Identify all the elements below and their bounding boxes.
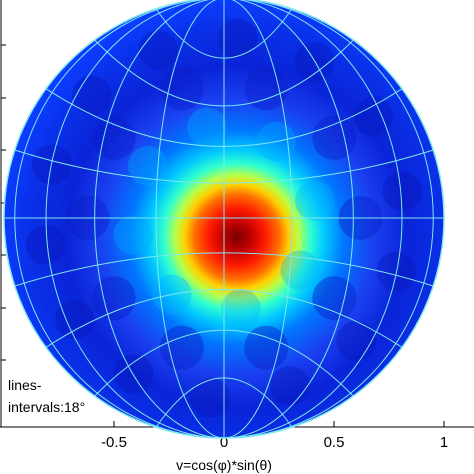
intensity-blob bbox=[221, 289, 261, 329]
annotation-line-2: intervals:18° bbox=[8, 399, 85, 415]
intensity-blob bbox=[382, 171, 423, 212]
parallel-line bbox=[45, 88, 403, 147]
parallel-line bbox=[155, 8, 293, 59]
intensity-blob bbox=[127, 146, 168, 186]
x-tick-label: 0.5 bbox=[324, 434, 345, 451]
intensity-blob bbox=[295, 181, 335, 221]
intensity-blob bbox=[269, 366, 310, 406]
grid-lines bbox=[4, 0, 444, 438]
intensity-blob bbox=[55, 299, 95, 340]
x-tick-label: 0 bbox=[220, 434, 228, 451]
parallel-line bbox=[45, 289, 403, 348]
parallel-line bbox=[14, 252, 434, 287]
intensity-blob bbox=[217, 18, 258, 58]
intensity-blob bbox=[159, 66, 204, 111]
disk-outline bbox=[3, 0, 445, 439]
x-tick-label: 1 bbox=[440, 434, 448, 451]
intensity-blob bbox=[91, 276, 136, 321]
y-ticks bbox=[1, 44, 6, 361]
intensity-blob bbox=[187, 107, 227, 147]
intensity-blob bbox=[72, 75, 112, 115]
intensity-blob bbox=[294, 42, 335, 82]
parallel-line bbox=[94, 329, 354, 397]
parallel-line bbox=[14, 149, 434, 184]
intensity-blob bbox=[190, 378, 231, 418]
intensity-blob bbox=[113, 215, 153, 255]
annotation-line-1: lines- bbox=[8, 377, 42, 393]
intensity-blob bbox=[244, 325, 289, 370]
intensity-blob bbox=[280, 250, 321, 290]
intensity-blob bbox=[91, 115, 136, 160]
x-axis-label: v=cos(φ)*sin(θ) bbox=[176, 457, 272, 473]
parallel-line bbox=[155, 377, 293, 428]
intensity-blob bbox=[312, 115, 357, 160]
intensity-blob bbox=[312, 276, 357, 321]
intensity-blob bbox=[336, 321, 376, 361]
intensity-blob bbox=[159, 325, 204, 370]
x-tick-label: -0.5 bbox=[101, 434, 127, 451]
intensity-blob bbox=[25, 224, 66, 265]
intensity-blob bbox=[353, 96, 393, 137]
intensity-blob bbox=[244, 66, 289, 111]
intensity-blob bbox=[138, 30, 179, 70]
intensity-blob bbox=[113, 354, 154, 394]
parallel-line bbox=[94, 39, 354, 107]
